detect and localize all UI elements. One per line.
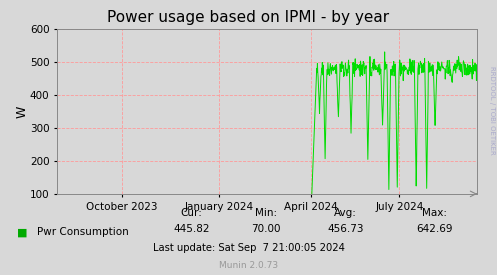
Text: Min:: Min: [255,208,277,218]
Y-axis label: W: W [15,105,28,118]
Text: 445.82: 445.82 [173,224,210,234]
Text: Max:: Max: [422,208,447,218]
Text: Cur:: Cur: [180,208,202,218]
Text: 70.00: 70.00 [251,224,281,234]
Text: RRDTOOL / TOBI OETIKER: RRDTOOL / TOBI OETIKER [489,66,495,154]
Text: 642.69: 642.69 [416,224,453,234]
Text: ■: ■ [17,227,28,237]
Text: 456.73: 456.73 [327,224,364,234]
Text: Last update: Sat Sep  7 21:00:05 2024: Last update: Sat Sep 7 21:00:05 2024 [153,243,344,253]
Text: Pwr Consumption: Pwr Consumption [37,227,129,237]
Text: Avg:: Avg: [334,208,357,218]
Text: Power usage based on IPMI - by year: Power usage based on IPMI - by year [107,10,390,25]
Text: Munin 2.0.73: Munin 2.0.73 [219,261,278,270]
